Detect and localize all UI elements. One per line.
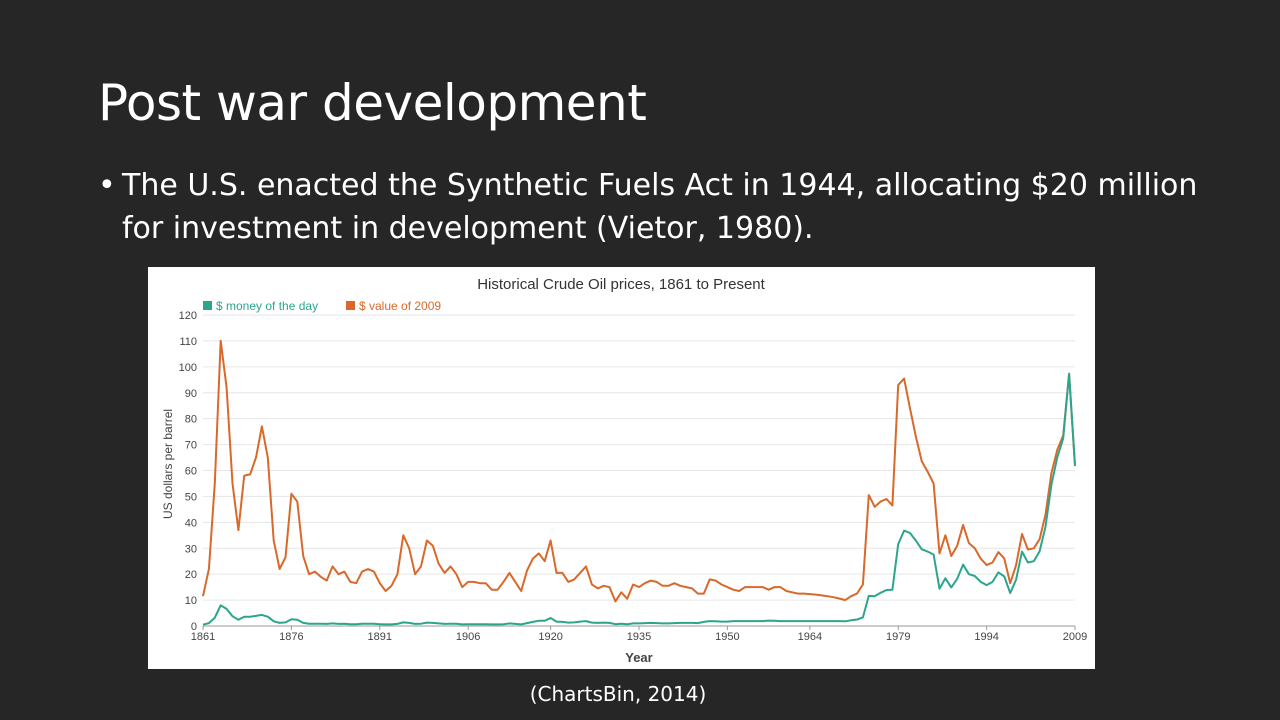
y-tick-label: 120 [179,310,197,322]
y-tick-label: 70 [185,440,197,452]
x-tick-label: 1920 [538,631,562,643]
x-tick-label: 1906 [456,631,480,643]
legend-label: $ money of the day [216,299,318,313]
chart-svg: 0 10 20 30 40 50 60 70 80 90 100 110 120 1861 1876 189… [161,276,1087,665]
bullet-dot: • [98,168,116,203]
x-tick-label: 1979 [886,631,910,643]
y-tick-label: 50 [185,491,197,503]
slide-title: Post war development [98,74,647,132]
x-tick-label: 2009 [1063,631,1087,643]
y-tick-label: 60 [185,466,197,478]
y-tick-label: 10 [185,595,197,607]
chart-axes [202,625,1076,630]
y-tick-labels: 0 10 20 30 40 50 60 70 80 90 100 110 120 [179,310,197,633]
x-tick-label: 1994 [974,631,998,643]
y-tick-label: 20 [185,569,197,581]
chart-legend: $ money of the day $ value of 2009 [203,299,441,313]
chart-title: Historical Crude Oil prices, 1861 to Pre… [477,276,765,293]
chart-series [202,339,1076,626]
x-axis-label: Year [625,650,652,665]
y-tick-label: 0 [191,621,197,633]
series-line-money-of-day [202,372,1076,626]
chart-grid [203,314,1075,601]
y-tick-label: 90 [185,388,197,400]
x-tick-label: 1876 [279,631,303,643]
x-tick-label: 1950 [715,631,739,643]
source-caption: (ChartsBin, 2014) [529,682,707,706]
x-tick-label: 1891 [368,631,392,643]
bullet-list: • The U.S. enacted the Synthetic Fuels A… [98,164,1198,250]
x-tick-labels: 1861 1876 1891 1906 1920 1935 1950 1964 1979 1994… [191,631,1087,643]
y-tick-label: 110 [179,336,197,348]
x-tick-label: 1964 [798,631,822,643]
series-line-value-2009 [202,339,1076,603]
x-tick-label: 1861 [191,631,215,643]
x-tick-label: 1935 [627,631,651,643]
legend-swatch [203,301,212,310]
y-tick-label: 100 [179,362,197,374]
y-tick-label: 80 [185,414,197,426]
oil-price-chart: 0 10 20 30 40 50 60 70 80 90 100 110 120 1861 1876 189… [148,267,1095,669]
y-axis-label: US dollars per barrel [161,409,175,519]
legend-swatch [346,301,355,310]
legend-label: $ value of 2009 [359,299,441,313]
bullet-text: The U.S. enacted the Synthetic Fuels Act… [122,168,1198,246]
y-tick-label: 40 [185,517,197,529]
y-tick-label: 30 [185,543,197,555]
bullet-item: • The U.S. enacted the Synthetic Fuels A… [98,164,1198,250]
